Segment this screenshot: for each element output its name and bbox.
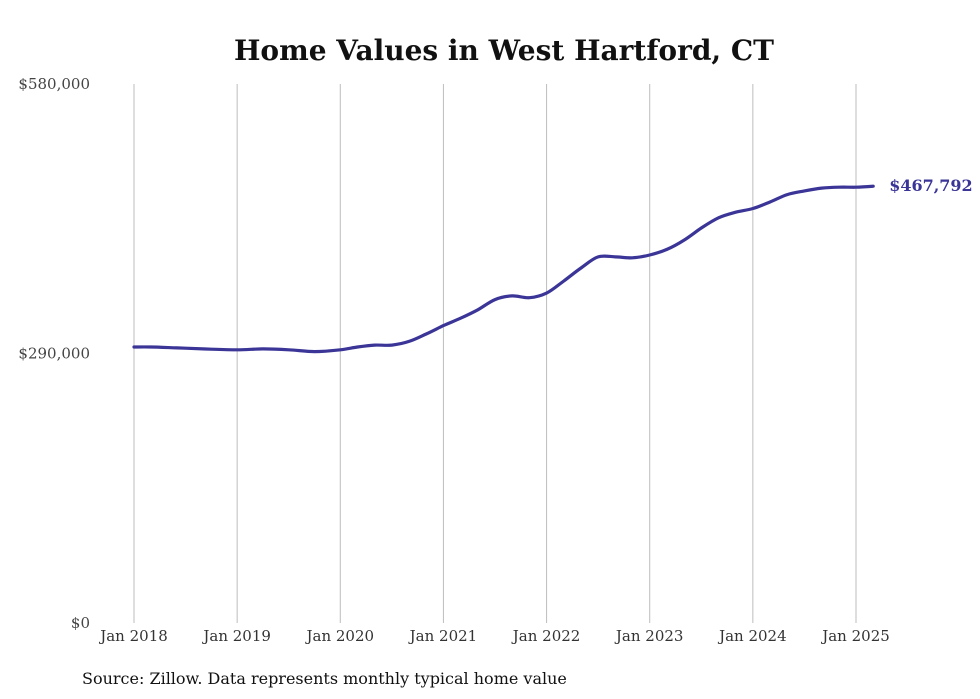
x-tick-label: Jan 2022 [511, 627, 581, 645]
x-axis: Jan 2018 Jan 2019 Jan 2020 Jan 2021 Jan 2022… [98, 627, 890, 645]
x-tick-label: Jan 2021 [408, 627, 478, 645]
x-tick-label: Jan 2018 [98, 627, 168, 645]
y-axis: $0 $290,000 $580,000 [18, 75, 90, 632]
y-tick-label: $0 [71, 614, 90, 632]
x-tick-label: Jan 2024 [717, 627, 787, 645]
chart-title: Home Values in West Hartford, CT [234, 34, 774, 67]
end-value-label: $467,792 [889, 176, 973, 195]
source-note: Source: Zillow. Data represents monthly … [82, 669, 567, 688]
x-tick-label: Jan 2025 [820, 627, 890, 645]
y-tick-label: $290,000 [18, 345, 90, 363]
gridlines [133, 84, 857, 623]
x-tick-label: Jan 2019 [201, 627, 271, 645]
x-tick-label: Jan 2020 [305, 627, 375, 645]
series-line-home-value [132, 184, 875, 354]
x-tick-label: Jan 2023 [614, 627, 684, 645]
y-tick-label: $580,000 [18, 75, 90, 93]
